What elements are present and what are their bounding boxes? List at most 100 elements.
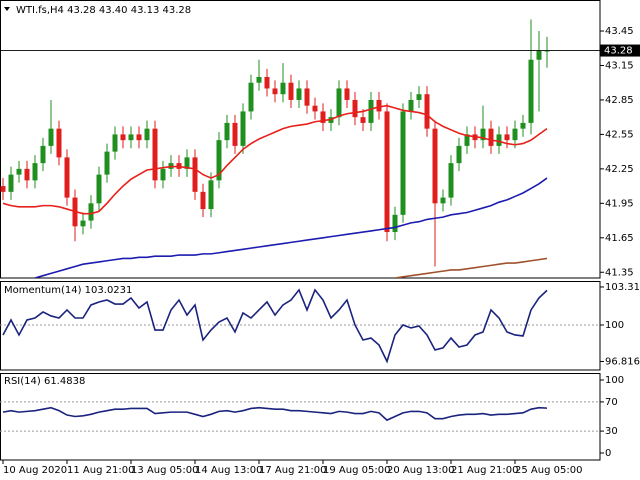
x-tick-label: 11 Aug 21:00 (67, 465, 134, 476)
candle-body (88, 203, 94, 221)
candle-body (304, 88, 310, 106)
moving-average (2, 104, 548, 215)
candle-body (16, 168, 22, 175)
candle-body (192, 157, 198, 192)
panel-title: WTI.fs,H4 43.28 43.40 43.13 43.28 (16, 5, 191, 16)
moving-average (34, 177, 548, 278)
y-tick-label: 42.25 (605, 164, 634, 175)
indicator-line (2, 288, 548, 364)
y-tick-label: 43.15 (605, 60, 634, 71)
x-tick-label: 20 Aug 13:00 (387, 465, 454, 476)
candle-body (416, 94, 422, 100)
candle-body (520, 122, 526, 129)
candle-body (112, 134, 118, 152)
y-tick-label: 70 (605, 397, 618, 408)
price-label: 43.28 (604, 46, 633, 57)
candle-body (400, 111, 406, 215)
y-tick-label: 96.816 (605, 356, 640, 367)
y-tick-label: 0 (605, 448, 611, 459)
candle-body (376, 99, 382, 112)
candle-body (272, 88, 278, 95)
candle-body (448, 163, 454, 198)
momentum-panel-frame (0, 281, 601, 371)
candle-body (96, 174, 102, 204)
candle-body (232, 122, 238, 146)
panel-plot (0, 288, 600, 364)
x-tick-label: 25 Aug 05:00 (515, 465, 582, 476)
x-tick-label: 10 Aug 2020 (3, 465, 67, 476)
main-panel-frame (0, 0, 601, 279)
x-tick-label: 21 Aug 21:00 (451, 465, 518, 476)
y-tick-label: 43.45 (605, 26, 634, 37)
candle-body (248, 82, 254, 112)
candle-body (432, 128, 438, 204)
panel-plot (0, 401, 600, 432)
candle-body (424, 94, 430, 129)
candle-body (392, 214, 398, 233)
candle-body (152, 128, 158, 181)
panel-title: RSI(14) 61.4838 (4, 376, 85, 387)
y-tick-label: 42.55 (605, 129, 634, 140)
candle-body (224, 122, 230, 141)
moving-average (394, 257, 548, 278)
candle-body (504, 134, 510, 141)
candle-body (48, 128, 54, 146)
candle-body (496, 134, 502, 146)
candle-body (80, 220, 86, 227)
candle-body (320, 111, 326, 123)
candle-body (464, 134, 470, 146)
candle-body (528, 59, 534, 123)
x-tick-label: 14 Aug 13:00 (195, 465, 262, 476)
candle-body (200, 191, 206, 210)
candle-body (64, 157, 70, 198)
candle-body (344, 88, 350, 100)
panel-plot (0, 19, 550, 278)
y-tick-label: 41.95 (605, 198, 634, 209)
candle-body (256, 76, 262, 83)
x-tick-label: 17 Aug 21:00 (259, 465, 326, 476)
candle-body (296, 88, 302, 100)
candle-body (544, 50, 550, 52)
y-tick-label: 41.35 (605, 267, 634, 278)
candle-body (264, 76, 270, 89)
candle-body (240, 111, 246, 146)
candle-body (536, 50, 542, 60)
candle-body (56, 128, 62, 158)
y-tick-label: 103.3187 (605, 282, 640, 293)
x-tick-label: 13 Aug 05:00 (131, 465, 198, 476)
candle-body (160, 168, 166, 181)
candle-body (0, 186, 6, 192)
y-tick-label: 100 (605, 320, 624, 331)
y-tick-label: 42.85 (605, 95, 634, 106)
y-tick-label: 100 (605, 375, 624, 386)
candle-body (216, 140, 222, 181)
candle-body (456, 145, 462, 164)
candle-body (184, 157, 190, 169)
candle-body (24, 168, 30, 181)
collapse-icon (4, 7, 10, 11)
candle-body (384, 111, 390, 233)
candle-body (136, 134, 142, 141)
candle-body (408, 99, 414, 112)
x-tick-label: 19 Aug 05:00 (323, 465, 390, 476)
candle-body (120, 134, 126, 141)
y-tick-label: 30 (605, 426, 618, 437)
candle-body (368, 99, 374, 123)
candle-body (440, 197, 446, 204)
candle-body (312, 105, 318, 112)
candle-body (336, 88, 342, 118)
rsi-panel-frame (0, 373, 601, 461)
candle-body (488, 128, 494, 146)
candle-body (208, 180, 214, 210)
candle-body (288, 82, 294, 100)
candle-body (32, 163, 38, 181)
candle-body (40, 145, 46, 164)
candle-body (144, 128, 150, 141)
price-label-box (600, 44, 640, 57)
y-tick-label: 41.65 (605, 233, 634, 244)
candle-body (480, 128, 486, 141)
indicator-line (2, 406, 548, 422)
candle-body (8, 174, 14, 192)
